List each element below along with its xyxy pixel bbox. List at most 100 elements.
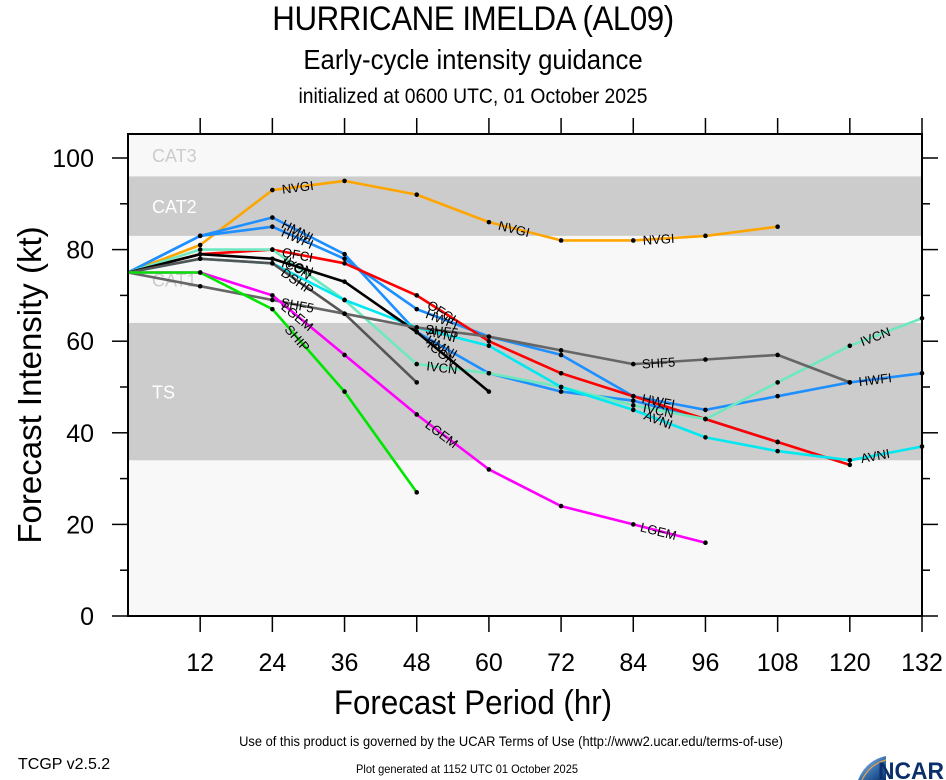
- data-point-shf5: [270, 297, 275, 303]
- x-tick-label: 120: [829, 649, 871, 677]
- data-point-hwfi: [703, 407, 708, 413]
- data-point-ivcn: [847, 343, 853, 349]
- series-line-icon: [127, 252, 490, 393]
- data-point-icon: [197, 251, 203, 257]
- data-point-lgem: [703, 540, 708, 546]
- x-axis-label: Forecast Period (hr): [333, 684, 613, 722]
- data-point-nvgi: [342, 178, 347, 184]
- series-label-avni: AVNI: [859, 446, 891, 466]
- band-cat2: [128, 176, 922, 236]
- chart-title: HURRICANE IMELDA (AL09): [272, 0, 674, 38]
- chart-subtitle: Early-cycle intensity guidance: [303, 44, 643, 75]
- series-label-shf5: SHF5: [424, 322, 459, 341]
- data-point-nvgi: [270, 187, 275, 193]
- data-point-hwfi: [197, 233, 203, 239]
- data-point-nvgi: [630, 238, 636, 243]
- y-tick-label: 0: [80, 603, 94, 631]
- data-point-lgem: [486, 467, 492, 472]
- data-point-shf5: [703, 357, 708, 362]
- data-point-ofci: [486, 338, 492, 344]
- x-tick-label: 84: [619, 649, 647, 677]
- series-label-nvgi: NVGI: [281, 178, 314, 197]
- data-point-lgem: [342, 352, 347, 358]
- data-point-avni: [342, 297, 347, 303]
- series-label-group: AVNI: [426, 323, 458, 345]
- data-point-lgem: [414, 412, 420, 417]
- data-point-lgem: [558, 503, 564, 509]
- data-point-shf5: [486, 334, 492, 339]
- series-line-hmni: [127, 216, 778, 444]
- series-label-group: HWFI: [641, 391, 676, 412]
- data-point-ivcn: [775, 380, 780, 385]
- series-label-hwfi: HWFI: [858, 370, 893, 389]
- y-tick-label: 80: [66, 237, 94, 265]
- x-tick-label: 12: [186, 649, 214, 677]
- data-point-shf5: [414, 325, 420, 330]
- x-tick-label: 96: [692, 649, 720, 677]
- series-line-hwfi: [127, 225, 923, 412]
- data-point-avni: [486, 343, 492, 349]
- data-point-hmni: [342, 251, 347, 257]
- y-tick-label: 60: [66, 328, 94, 356]
- data-point-ofci: [342, 261, 347, 266]
- data-point-avni: [847, 457, 853, 463]
- data-point-dshp: [270, 261, 275, 266]
- data-point-ofci: [558, 370, 564, 376]
- y-tick-label: 20: [66, 511, 94, 539]
- series-label-group: SHF5: [280, 295, 315, 316]
- data-point-hmni: [630, 398, 636, 404]
- data-point-hwfi: [342, 256, 347, 262]
- data-point-ivcn: [703, 416, 708, 422]
- data-point-shf5: [775, 352, 780, 358]
- x-tick-label: 48: [403, 649, 431, 677]
- data-point-ivcn: [414, 361, 420, 367]
- ncar-logo: NCAR: [858, 756, 944, 780]
- x-tick-label: 132: [901, 649, 943, 677]
- data-point-dshp: [414, 380, 420, 385]
- data-point-ivcn: [630, 403, 636, 408]
- data-point-hwfi: [558, 352, 564, 358]
- x-tick-label: 108: [757, 649, 799, 677]
- data-point-ship: [270, 306, 275, 312]
- data-point-hwfi: [414, 306, 420, 312]
- data-point-nvgi: [414, 192, 420, 197]
- ncar-logo-text: NCAR: [878, 758, 944, 780]
- series-label-nvgi: NVGI: [642, 231, 675, 248]
- series-line-nvgi: [127, 179, 778, 274]
- series-label-group: SHF5: [642, 354, 676, 371]
- data-point-ship: [414, 490, 420, 495]
- data-point-hmni: [270, 215, 275, 220]
- data-point-nvgi: [775, 224, 780, 229]
- data-point-nvgi: [197, 242, 203, 248]
- data-point-dshp: [197, 256, 203, 262]
- data-point-nvgi: [558, 238, 564, 243]
- data-point-ivcn: [197, 247, 203, 252]
- data-point-avni: [630, 407, 636, 413]
- data-point-ofci: [630, 393, 636, 399]
- band-label-cat3: CAT3: [152, 146, 197, 166]
- series-label-group: SHF5: [424, 322, 459, 341]
- data-point-ivcn: [270, 247, 275, 252]
- series-label-group: NVGI: [281, 178, 314, 197]
- data-point-ofci: [775, 439, 780, 445]
- band-label-cat2: CAT2: [152, 197, 197, 217]
- series-label-avni: AVNI: [426, 323, 458, 345]
- data-point-ivcn: [486, 370, 492, 376]
- data-point-ofci: [414, 293, 420, 298]
- data-point-icon: [270, 256, 275, 262]
- data-point-avni: [558, 384, 564, 390]
- software-version: TCGP v2.5.2: [18, 756, 111, 773]
- series-label-group: HWFI: [858, 370, 893, 389]
- series-label-group: IVCN: [642, 400, 675, 421]
- data-point-hmni: [558, 389, 564, 394]
- x-tick-label: 72: [547, 649, 575, 677]
- data-point-nvgi: [486, 219, 492, 225]
- data-point-shf5: [342, 311, 347, 317]
- data-point-hwfi: [775, 393, 780, 399]
- data-point-nvgi: [703, 233, 708, 239]
- data-point-icon: [342, 279, 347, 284]
- plot-generated-time: Plot generated at 1152 UTC 01 October 20…: [356, 762, 578, 776]
- data-point-shf5: [847, 380, 853, 385]
- data-point-shf5: [630, 361, 636, 367]
